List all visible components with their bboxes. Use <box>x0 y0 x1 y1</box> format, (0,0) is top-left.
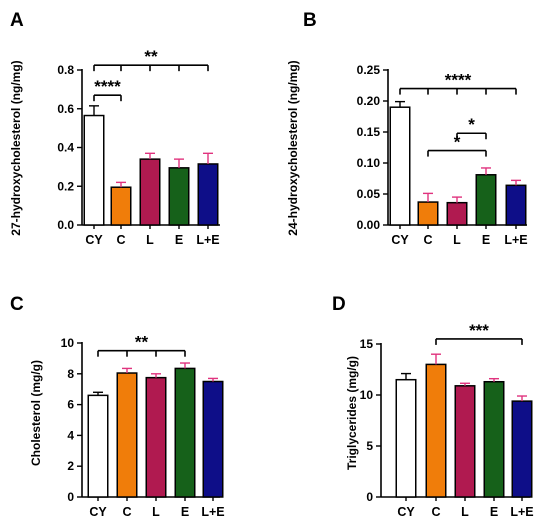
y-axis-label: Cholesterol (mg/g) <box>29 360 43 466</box>
y-tick-label: 15 <box>360 337 374 351</box>
category-label: L <box>146 233 154 247</box>
y-tick-label: 8 <box>67 367 74 381</box>
category-label: C <box>431 505 440 519</box>
y-axis-label: 24-hydroxycholesterol (ng/mg) <box>286 60 300 235</box>
category-label: E <box>490 505 498 519</box>
significance-label: **** <box>94 77 121 96</box>
y-tick-label: 4 <box>67 428 74 442</box>
category-label: L <box>152 505 160 519</box>
y-tick-label: 0.00 <box>357 218 381 232</box>
category-label: C <box>116 233 125 247</box>
category-label: L+E <box>510 505 533 519</box>
y-tick-label: 0.05 <box>357 187 381 201</box>
category-label: CY <box>85 233 103 247</box>
bar-l <box>454 385 476 498</box>
y-axis-label: Triglycerides (mg/g) <box>345 356 359 470</box>
category-label: L <box>453 233 461 247</box>
significance-label: * <box>454 133 461 152</box>
bar-c <box>116 372 138 498</box>
y-tick-label: 10 <box>360 388 374 402</box>
significance-label: ** <box>135 333 149 352</box>
panel-letter: C <box>10 294 24 315</box>
y-tick-label: 0.20 <box>357 94 381 108</box>
panel-c: C Cholesterol (mg/g) 0 2 4 6 8 10 CY C L E L+E ** <box>10 294 225 519</box>
y-tick-label: 0.10 <box>357 156 381 170</box>
panel-b: B 24-hydroxycholesterol (ng/mg) 0.00 0.05 0.… <box>286 10 528 247</box>
y-tick-label: 0.2 <box>57 179 74 193</box>
bar-e <box>475 174 497 226</box>
panel-letter: D <box>332 294 346 315</box>
bar-e <box>174 367 196 498</box>
category-label: E <box>181 505 189 519</box>
bar-l <box>139 158 161 226</box>
category-label: E <box>482 233 490 247</box>
bar-c <box>110 186 132 226</box>
category-label: CY <box>89 505 107 519</box>
category-label: CY <box>397 505 415 519</box>
bar-cy <box>83 114 105 226</box>
panel-d: D Triglycerides (mg/g) 0 5 10 15 CY C L E L+E *** <box>332 294 534 519</box>
significance-label: *** <box>469 321 489 340</box>
y-tick-label: 0.15 <box>357 125 381 139</box>
bar-l-plus-e <box>197 163 219 226</box>
bar-c <box>425 363 447 498</box>
y-tick-label: 0.0 <box>57 218 74 232</box>
y-tick-label: 0 <box>366 490 373 504</box>
category-label: E <box>175 233 183 247</box>
bar-l <box>145 376 167 498</box>
bar-l-plus-e <box>202 380 224 498</box>
y-tick-label: 0 <box>67 490 74 504</box>
category-label: L+E <box>196 233 219 247</box>
significance-label: ** <box>144 47 158 66</box>
category-label: L+E <box>201 505 224 519</box>
category-label: CY <box>391 233 409 247</box>
category-label: L+E <box>504 233 527 247</box>
y-tick-label: 0.8 <box>57 63 74 77</box>
panel-letter: B <box>303 10 317 31</box>
y-tick-label: 2 <box>67 459 74 473</box>
y-tick-label: 10 <box>61 336 75 350</box>
significance-label: **** <box>445 71 472 90</box>
bar-c <box>417 201 439 226</box>
category-label: C <box>122 505 131 519</box>
y-axis-label: 27-hydroxycholesterol (ng/mg) <box>9 60 23 235</box>
bar-l-plus-e <box>505 184 527 226</box>
y-tick-label: 0.25 <box>357 63 381 77</box>
bar-cy <box>389 106 411 226</box>
bar-l-plus-e <box>511 400 533 498</box>
bar-e <box>168 167 190 226</box>
y-tick-label: 6 <box>67 398 74 412</box>
bar-cy <box>395 378 417 498</box>
significance-label: * <box>468 115 475 134</box>
panel-a: A 27-hydroxycholesterol (ng/mg) 0.0 0.2 0.4 0… <box>9 10 220 247</box>
category-label: C <box>423 233 432 247</box>
category-label: L <box>461 505 469 519</box>
y-tick-label: 0.6 <box>57 102 74 116</box>
panel-letter: A <box>10 10 24 31</box>
bar-cy <box>87 394 109 498</box>
bar-e <box>483 380 505 498</box>
bar-l <box>446 201 468 226</box>
y-tick-label: 5 <box>366 439 373 453</box>
y-tick-label: 0.4 <box>57 141 74 155</box>
